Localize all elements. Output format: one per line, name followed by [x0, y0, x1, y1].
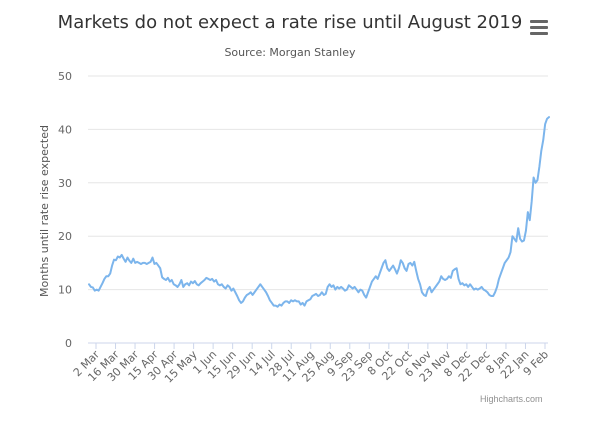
- y-tick-label: 0: [65, 337, 72, 350]
- y-tick-label: 50: [58, 70, 72, 83]
- series-group: [88, 116, 550, 308]
- y-axis: 0 10 20 30 40 50: [58, 70, 72, 350]
- series-line-0[interactable]: [88, 116, 550, 308]
- y-tick-label: 20: [58, 230, 72, 243]
- y-tick-label: 40: [58, 123, 72, 136]
- hamburger-menu-icon: [530, 20, 548, 23]
- grid-lines: [88, 75, 548, 344]
- chart-title: Markets do not expect a rate rise until …: [57, 12, 523, 33]
- y-axis-label: Months until rate rise expected: [38, 125, 51, 297]
- y-tick-label: 10: [58, 284, 72, 297]
- context-menu-button[interactable]: [528, 18, 550, 38]
- y-tick-label: 30: [58, 177, 72, 190]
- chart-credit[interactable]: Highcharts.com: [480, 394, 543, 404]
- chart-subtitle: Source: Morgan Stanley: [224, 46, 356, 59]
